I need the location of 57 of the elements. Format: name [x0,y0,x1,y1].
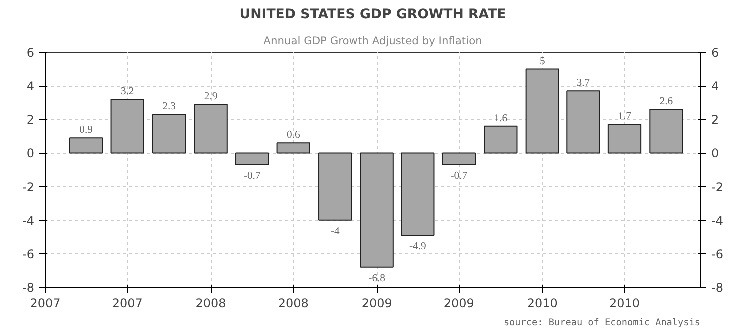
y2-tick-label: -2 [712,180,724,194]
y-tick-label: 2 [26,113,35,128]
bar [236,152,270,166]
bar [194,104,228,154]
data-label: 2.9 [204,92,218,103]
y2-tick-label: -6 [712,247,724,262]
bar [69,138,104,154]
bar [484,126,518,154]
y2-tick-label: 6 [712,46,720,60]
y2-tick-label: 2 [712,113,720,128]
data-label: 1.6 [494,113,508,124]
y2-tick-label: -8 [712,281,724,295]
x-tick-label: 2010 [609,296,640,310]
data-label: -6.8 [368,273,386,284]
data-label: 3.2 [120,86,134,98]
y2-tick-label: 0 [712,146,720,161]
y-tick-label: -6 [22,247,35,262]
x-tick-label: 2008 [196,296,226,310]
bar [401,152,435,236]
y-tick-label: 4 [26,80,35,94]
x-tick-label: 2008 [278,296,309,310]
bar [526,68,560,154]
y2-tick-label: 4 [712,80,720,94]
chart-subtitle: Annual GDP Growth Adjusted by Inflation [264,34,482,48]
y-tick-label: -8 [22,281,35,295]
bar [318,152,352,221]
data-label: -4.9 [409,241,426,252]
y-tick-label: -2 [22,180,35,194]
y-tick-label: 0 [26,146,35,161]
x-tick-label: 2010 [527,296,558,310]
y2-tick-label: -4 [712,214,724,228]
data-label: -0.7 [244,170,262,182]
bar [650,109,684,154]
bar [360,152,394,268]
y-tick-label: -4 [22,214,35,228]
source-note: source: Bureau of Economic Analysis [504,318,700,328]
x-tick-label: 2007 [112,296,143,310]
data-label: 3.7 [576,78,591,90]
bar [442,152,476,166]
bar [276,142,310,154]
bar [608,124,642,154]
data-label: 2.6 [660,96,674,108]
data-label: 5 [540,56,546,68]
data-label: 0.6 [286,130,301,142]
x-tick-label: 2009 [444,296,474,310]
bar [152,114,186,154]
data-label: -0.7 [450,170,468,182]
x-tick-label: 2009 [362,296,392,310]
data-label: -4 [330,226,340,238]
data-label: 2.3 [162,102,176,113]
bar [566,90,600,154]
data-label: 0.9 [80,125,93,136]
bar [110,99,144,154]
chart-title: UNITED STATES GDP GROWTH RATE [240,8,506,22]
y-tick-label: 6 [26,46,35,60]
x-tick-label: 2007 [30,296,61,310]
data-label: 1.7 [618,112,632,123]
